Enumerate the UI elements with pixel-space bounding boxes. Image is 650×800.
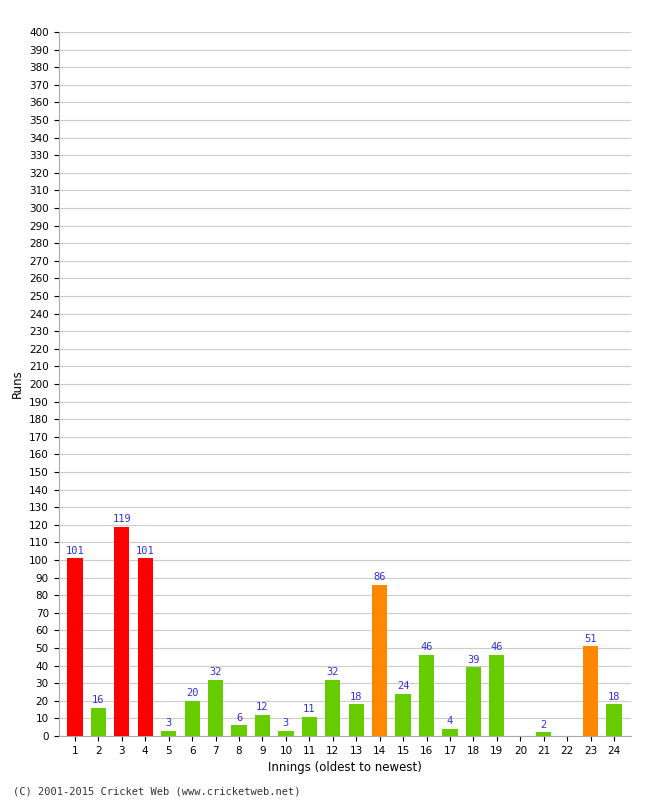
Bar	[325, 680, 341, 736]
X-axis label: Innings (oldest to newest): Innings (oldest to newest)	[268, 762, 421, 774]
Bar	[255, 715, 270, 736]
Bar	[278, 730, 294, 736]
Text: 32: 32	[326, 667, 339, 677]
Bar	[91, 708, 106, 736]
Text: 3: 3	[283, 718, 289, 728]
Bar	[466, 667, 481, 736]
Bar	[185, 701, 200, 736]
Bar	[372, 585, 387, 736]
Text: 11: 11	[303, 704, 316, 714]
Text: 4: 4	[447, 716, 453, 726]
Text: 3: 3	[166, 718, 172, 728]
Bar	[161, 730, 176, 736]
Text: 18: 18	[608, 692, 620, 702]
Text: 24: 24	[397, 681, 410, 691]
Bar	[138, 558, 153, 736]
Bar	[231, 726, 246, 736]
Text: 18: 18	[350, 692, 363, 702]
Bar	[302, 717, 317, 736]
Text: 20: 20	[186, 688, 198, 698]
Text: 51: 51	[584, 634, 597, 643]
Bar	[208, 680, 223, 736]
Text: 46: 46	[421, 642, 433, 653]
Text: 39: 39	[467, 654, 480, 665]
Text: 86: 86	[373, 572, 386, 582]
Bar	[443, 729, 458, 736]
Y-axis label: Runs: Runs	[10, 370, 23, 398]
Text: 119: 119	[112, 514, 131, 524]
Text: 101: 101	[66, 546, 84, 555]
Bar	[68, 558, 83, 736]
Bar	[583, 646, 598, 736]
Text: 46: 46	[491, 642, 503, 653]
Bar	[606, 704, 621, 736]
Bar	[348, 704, 364, 736]
Bar	[395, 694, 411, 736]
Text: 2: 2	[541, 720, 547, 730]
Bar	[536, 733, 551, 736]
Bar	[114, 526, 129, 736]
Text: 101: 101	[136, 546, 155, 555]
Text: 32: 32	[209, 667, 222, 677]
Text: 6: 6	[236, 713, 242, 723]
Text: 16: 16	[92, 695, 105, 706]
Bar	[489, 655, 504, 736]
Bar	[419, 655, 434, 736]
Text: (C) 2001-2015 Cricket Web (www.cricketweb.net): (C) 2001-2015 Cricket Web (www.cricketwe…	[13, 786, 300, 796]
Text: 12: 12	[256, 702, 268, 712]
